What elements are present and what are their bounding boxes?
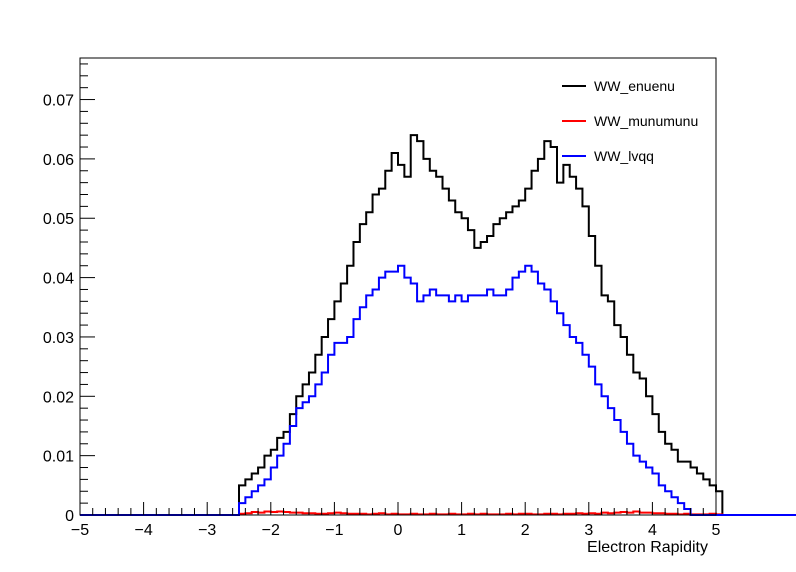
y-tick-label: 0.07	[43, 93, 74, 110]
y-tick-label: 0	[65, 508, 74, 525]
x-tick-label: −4	[134, 522, 152, 539]
x-tick-label: 5	[712, 522, 721, 539]
legend: WW_enuenu WW_munumunu WW_lvqq	[562, 78, 698, 164]
y-tick-label: 0.05	[43, 211, 74, 228]
y-tick-label: 0.01	[43, 449, 74, 466]
x-axis-title: Electron Rapidity	[587, 539, 708, 556]
x-tick-label: 1	[457, 522, 466, 539]
x-tick-label: 4	[648, 522, 657, 539]
x-tick-label: −3	[198, 522, 216, 539]
x-tick-label: 2	[521, 522, 530, 539]
x-tick-label: 0	[394, 522, 403, 539]
y-axis-ticks: 0 0.01 0.02 0.03 0.04 0.05 0.06 0.07	[43, 63, 95, 525]
x-tick-label: 3	[584, 522, 593, 539]
x-tick-label: −2	[262, 522, 280, 539]
series-ww-lvqq-line	[80, 264, 796, 516]
histogram-series-group	[80, 134, 796, 516]
y-tick-label: 0.06	[43, 152, 74, 169]
y-tick-label: 0.04	[43, 271, 74, 288]
x-tick-label: −1	[325, 522, 343, 539]
x-axis-ticks: −5 −4 −3 −2 −1 0 1 2 3 4 5	[71, 502, 721, 539]
legend-label: WW_lvqq	[594, 148, 654, 164]
legend-label: WW_enuenu	[594, 78, 675, 94]
y-tick-label: 0.03	[43, 330, 74, 347]
legend-label: WW_munumunu	[594, 113, 698, 129]
series-ww-enuenu-line	[80, 134, 796, 516]
y-tick-label: 0.02	[43, 389, 74, 406]
x-tick-label: −5	[71, 522, 89, 539]
